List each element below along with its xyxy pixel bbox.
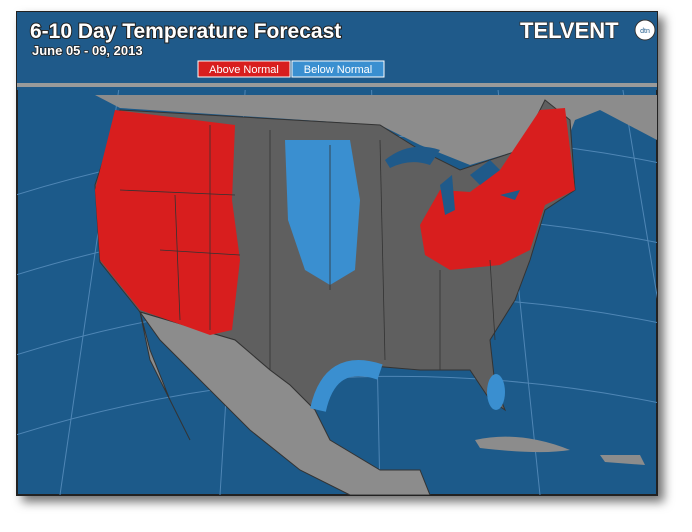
- map: [17, 12, 657, 495]
- title: 6-10 Day Temperature Forecast: [30, 20, 341, 43]
- below-normal-plains: [285, 140, 360, 285]
- above-normal-east: [420, 108, 575, 270]
- subtitle: June 05 - 09, 2013: [32, 43, 143, 58]
- legend: Above Normal Below Normal: [197, 60, 385, 78]
- legend-swatch: [291, 60, 385, 78]
- logo-badge-text: dtn: [640, 28, 650, 35]
- above-normal-west: [95, 110, 240, 335]
- below-normal-gulf: [310, 360, 383, 412]
- legend-label: Above Normal: [209, 64, 279, 76]
- logo: TELVENT: [520, 18, 619, 43]
- state-borders: [119, 125, 496, 370]
- legend-swatch: [197, 60, 291, 78]
- canada: [17, 95, 657, 165]
- header-sea: [17, 12, 657, 90]
- below-normal-florida: [487, 374, 505, 410]
- mexico: [138, 311, 431, 495]
- legend-label: Below Normal: [304, 64, 372, 76]
- logo-badge: [634, 19, 656, 41]
- caribbean: [475, 436, 645, 465]
- great-lakes: [385, 146, 520, 215]
